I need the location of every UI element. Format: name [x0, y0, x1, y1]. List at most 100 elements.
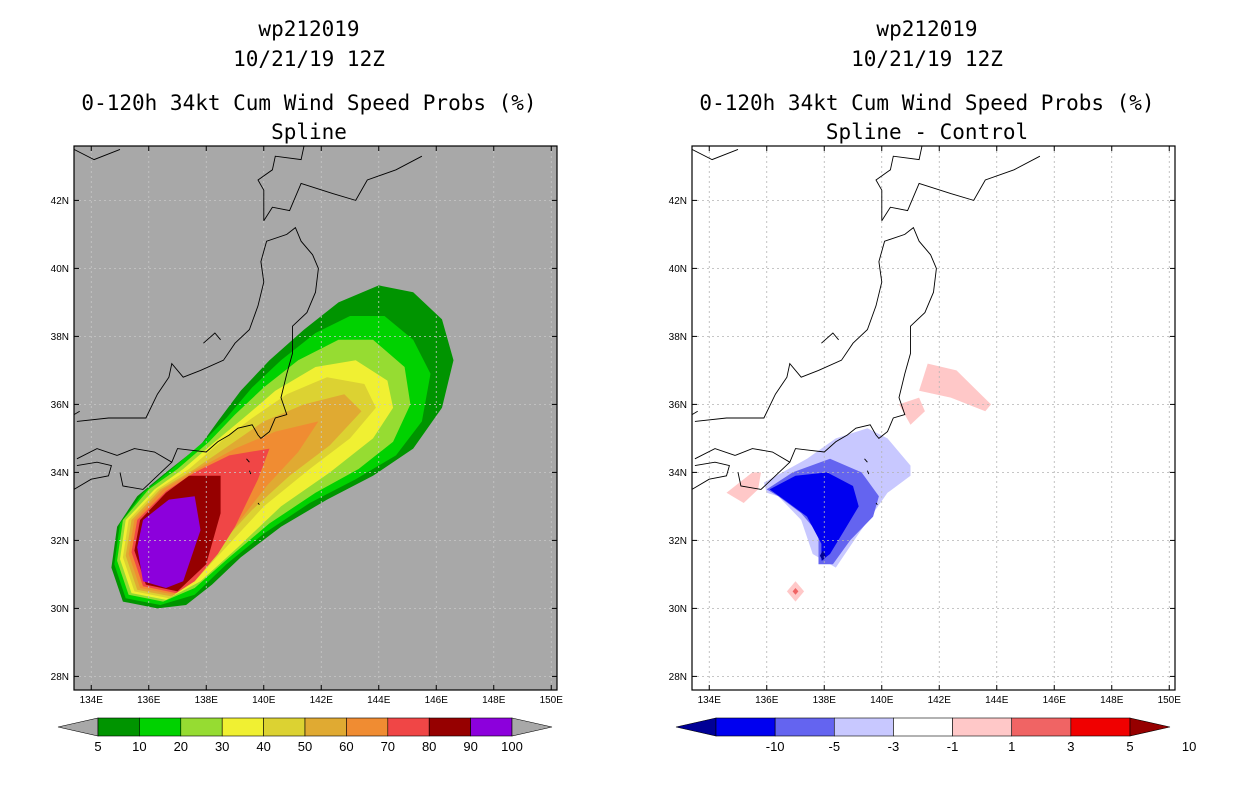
coastline-9 — [248, 470, 252, 475]
map-content — [692, 146, 1175, 690]
x-tick-label-136: 136E — [137, 695, 161, 706]
coastline-9 — [866, 470, 870, 475]
coastline-10 — [257, 502, 260, 505]
y-tick-label-38: 38N — [669, 332, 687, 343]
x-tick-label-146: 146E — [1043, 695, 1067, 706]
coastline-2 — [737, 461, 791, 490]
colorbar-swatch-0 — [97, 717, 140, 737]
y-tick-label-32: 32N — [51, 536, 69, 547]
x-tick-label-148: 148E — [482, 695, 506, 706]
colorbar-label-7: 10 — [1182, 739, 1196, 754]
coastline-4 — [881, 155, 1041, 222]
colorbar-under-triangle — [675, 717, 717, 737]
colorbar-label-1: -5 — [829, 739, 841, 754]
x-tick-label-150: 150E — [1158, 695, 1182, 706]
contour-level-1-7 — [919, 363, 991, 412]
x-tick-label-138: 138E — [813, 695, 837, 706]
colorbar-label-6: 5 — [1126, 739, 1133, 754]
colorbar-label-0: 5 — [94, 739, 101, 754]
x-tick-label-138: 138E — [195, 695, 219, 706]
colorbar-label-5: 3 — [1067, 739, 1074, 754]
y-tick-label-42: 42N — [51, 196, 69, 207]
right-map-panel: 134E 136E 138E 140E 142E 144E 146E 148E 150E 28N 3… — [669, 145, 1182, 706]
coastline-0 — [76, 226, 319, 463]
left-colorbar: 5 10 20 30 40 50 60 70 80 90 100 — [57, 717, 553, 754]
colorbar-swatch-6 — [1070, 717, 1131, 737]
coastline-3 — [692, 461, 730, 490]
coastline-4 — [263, 155, 423, 222]
colorbar-label-2: 20 — [174, 739, 188, 754]
colorbar-swatch-2 — [833, 717, 894, 737]
colorbar-swatch-8 — [428, 717, 471, 737]
right-product-title: 0-120h 34kt Cum Wind Speed Probs (%) — [699, 91, 1155, 115]
colorbar-label-6: 60 — [339, 739, 353, 754]
colorbar-label-7: 70 — [381, 739, 395, 754]
colorbar-label-4: 1 — [1008, 739, 1015, 754]
y-tick-label-34: 34N — [669, 468, 687, 479]
contour-level-90-9 — [137, 496, 201, 588]
x-tick-label-142: 142E — [928, 695, 952, 706]
coastline-11 — [74, 410, 80, 415]
right-storm-id: wp212019 — [876, 17, 978, 41]
colorbar-swatch-5 — [304, 717, 347, 737]
colorbar-label-2: -3 — [888, 739, 900, 754]
x-tick-label-142: 142E — [310, 695, 334, 706]
colorbar-swatch-4 — [263, 717, 306, 737]
x-tick-label-140: 140E — [252, 695, 276, 706]
y-tick-label-42: 42N — [669, 196, 687, 207]
colorbar-swatch-9 — [470, 717, 513, 737]
left-datetime: 10/21/19 12Z — [233, 47, 385, 71]
colorbar-under-triangle — [57, 717, 99, 737]
colorbar-swatch-7 — [387, 717, 430, 737]
coastline-11 — [692, 410, 698, 415]
y-tick-label-28: 28N — [669, 672, 687, 683]
y-tick-label-40: 40N — [51, 264, 69, 275]
colorbar-label-8: 80 — [422, 739, 436, 754]
right-subtitle: Spline - Control — [825, 120, 1029, 144]
coastline-5 — [875, 146, 923, 221]
x-tick-label-134: 134E — [80, 695, 104, 706]
colorbar-swatch-1 — [774, 717, 835, 737]
left-subtitle: Spline — [271, 120, 347, 144]
y-tick-label-30: 30N — [51, 604, 69, 615]
left-storm-id: wp212019 — [258, 17, 360, 41]
colorbar-swatch-3 — [893, 717, 953, 737]
colorbar-swatch-3 — [221, 717, 264, 737]
x-tick-label-136: 136E — [755, 695, 779, 706]
coastline-1 — [76, 448, 118, 460]
coastline-10 — [875, 502, 878, 505]
y-tick-label-36: 36N — [669, 400, 687, 411]
y-tick-label-30: 30N — [669, 604, 687, 615]
contour-level-minus10-3 — [819, 550, 826, 561]
contour-level-1-4 — [726, 472, 761, 503]
colorbar-swatch-6 — [346, 717, 389, 737]
y-tick-label-32: 32N — [669, 536, 687, 547]
colorbar-label-3: -1 — [947, 739, 959, 754]
coastline-7 — [821, 332, 839, 344]
x-tick-label-144: 144E — [367, 695, 391, 706]
x-tick-label-150: 150E — [540, 695, 564, 706]
map-background — [692, 146, 1175, 690]
y-tick-label-38: 38N — [51, 332, 69, 343]
right-datetime: 10/21/19 12Z — [851, 47, 1003, 71]
y-tick-label-40: 40N — [669, 264, 687, 275]
map-content — [74, 146, 557, 690]
x-tick-label-140: 140E — [870, 695, 894, 706]
colorbar-label-1: 10 — [132, 739, 146, 754]
colorbar-label-5: 50 — [298, 739, 312, 754]
colorbar-label-9: 90 — [463, 739, 477, 754]
colorbar-swatch-2 — [180, 717, 223, 737]
coastline-7 — [203, 332, 221, 344]
colorbar-label-0: -10 — [766, 739, 785, 754]
coastline-1 — [694, 448, 736, 460]
x-tick-label-146: 146E — [425, 695, 449, 706]
coastline-3 — [74, 461, 112, 490]
coastline-2 — [119, 461, 173, 490]
coastline-6 — [74, 148, 121, 161]
colorbar-over-triangle — [1129, 717, 1171, 737]
left-map-panel: 134E 136E 138E 140E 142E 144E 146E 148E 150E 28N 3… — [51, 145, 564, 706]
coastline-8 — [246, 458, 250, 463]
y-tick-label-28: 28N — [51, 672, 69, 683]
colorbar-swatch-5 — [1011, 717, 1072, 737]
